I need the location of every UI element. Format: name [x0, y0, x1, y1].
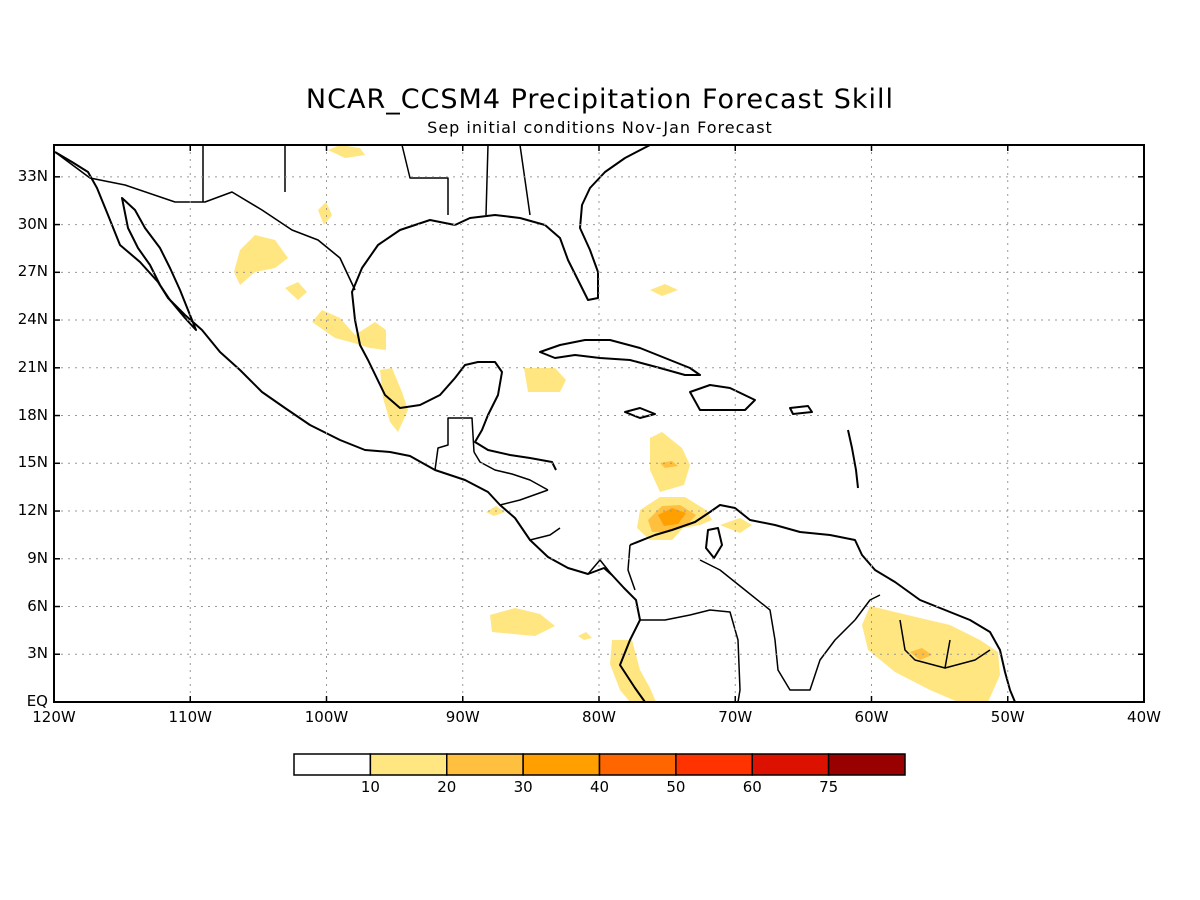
lat-label: 9N — [27, 548, 48, 567]
lon-label: 60W — [854, 708, 889, 726]
skill-region-ecuador-coast — [610, 640, 656, 702]
south-america-coast — [629, 504, 1016, 703]
skill-region-colombia-coast-core — [658, 508, 686, 526]
pacific-coastline — [54, 151, 646, 703]
colorbar-label: 50 — [666, 778, 686, 796]
skill-region-bahamas-small — [650, 284, 678, 296]
colorbar-label: 30 — [513, 778, 533, 796]
colorbar-swatch — [827, 753, 906, 776]
colorbar-swatch — [369, 753, 448, 776]
map-subtitle: Sep initial conditions Nov-Jan Forecast — [427, 118, 773, 137]
lat-label: 15N — [17, 453, 48, 472]
skill-region-central-mexico-west — [234, 235, 288, 285]
colorbar-label: 75 — [819, 778, 839, 796]
lon-label: 80W — [582, 708, 616, 726]
colorbar-label: 20 — [437, 778, 457, 796]
lat-label: 21N — [17, 357, 48, 376]
colorbar — [293, 753, 906, 776]
skill-region-caribbean-15n-core — [660, 461, 678, 468]
skill-region-yucatan-channel — [524, 368, 566, 392]
colorbar-swatch — [598, 753, 677, 776]
lat-label: 30N — [17, 214, 48, 233]
lon-label: 100W — [304, 708, 349, 726]
lat-label: 33N — [17, 166, 48, 185]
colorbar-swatch — [522, 753, 601, 776]
skill-region-texas-small — [318, 202, 332, 225]
lon-label: 110W — [168, 708, 212, 726]
skill-region-eastern-pacific — [490, 608, 555, 636]
lake-maracaibo — [705, 527, 723, 559]
lat-label: EQ — [26, 692, 48, 710]
lon-label: 50W — [990, 708, 1025, 726]
gulf-coast — [351, 219, 557, 471]
lon-label: 70W — [718, 708, 753, 726]
map-frame — [53, 144, 1145, 703]
colorbar-swatch — [751, 753, 830, 776]
skill-shading — [234, 145, 1000, 702]
skill-region-venezuela-coast — [720, 518, 752, 533]
skill-region-nw-mexico-small — [285, 282, 307, 300]
lat-label: 3N — [27, 644, 48, 663]
country-borders — [202, 144, 991, 703]
lon-label: 90W — [445, 708, 480, 726]
skill-region-gulf-top — [328, 145, 365, 158]
skill-region-mexico-gulf-coast — [380, 368, 408, 432]
lon-label: 120W — [32, 708, 76, 726]
colorbar-label: 60 — [742, 778, 762, 796]
cuba — [539, 339, 701, 376]
skill-region-mexico-central-band — [312, 310, 386, 350]
map-gridlines — [54, 145, 1144, 702]
lesser-antilles — [847, 429, 859, 489]
lat-label: 6N — [27, 596, 48, 615]
colorbar-label: 40 — [589, 778, 610, 796]
puerto-rico — [789, 405, 813, 415]
us-mexico-border — [54, 151, 356, 291]
baja-california — [121, 197, 197, 331]
lat-label: 12N — [17, 501, 48, 520]
colorbar-label: 10 — [360, 778, 380, 796]
lat-label: 27N — [17, 262, 48, 281]
jamaica — [624, 407, 656, 419]
coastlines — [54, 144, 1016, 703]
hispaniola — [689, 384, 756, 411]
florida — [454, 144, 651, 301]
colorbar-swatch — [293, 753, 372, 776]
lon-label: 40W — [1127, 708, 1161, 726]
colorbar-swatch — [675, 753, 753, 776]
map-title: NCAR_CCSM4 Precipitation Forecast Skill — [305, 84, 895, 115]
colorbar-swatch — [446, 753, 524, 776]
skill-region-suriname-core — [910, 648, 932, 660]
axis-ticks — [53, 145, 1145, 703]
lat-label: 24N — [17, 310, 48, 329]
lat-label: 18N — [17, 405, 48, 424]
skill-region-pacific-dot — [578, 632, 592, 640]
